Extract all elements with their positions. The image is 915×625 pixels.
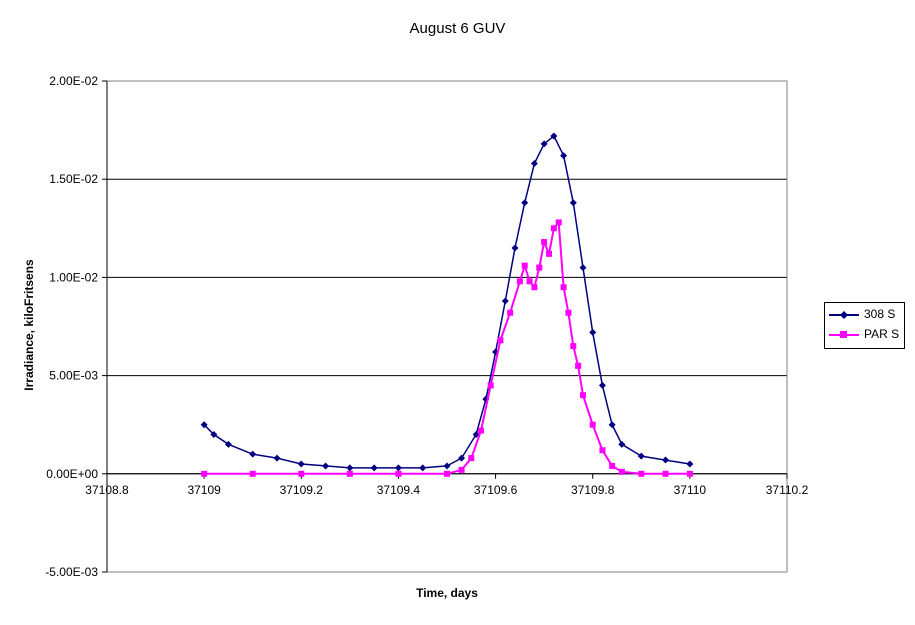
data-point-par-s: [531, 284, 538, 291]
data-marks: [200, 132, 694, 477]
y-tick-label: 1.50E-02: [49, 172, 98, 186]
data-point-par-s: [346, 470, 353, 477]
data-point-par-s: [580, 392, 586, 399]
x-axis-label: Time, days: [416, 586, 478, 600]
data-point-308-s: [297, 460, 305, 468]
series-line-308-s: [203, 134, 691, 469]
data-point-par-s: [589, 421, 596, 428]
x-tick-label: 37109.8: [571, 483, 615, 497]
data-point-308-s: [530, 159, 538, 167]
data-point-par-s: [541, 239, 548, 246]
data-point-308-s: [686, 460, 694, 468]
data-point-par-s: [570, 343, 577, 350]
data-point-308-s: [322, 462, 330, 470]
data-point-308-s: [200, 421, 208, 429]
square-marker-icon: [840, 331, 847, 338]
data-point-par-s: [458, 466, 465, 473]
data-point-par-s: [516, 278, 523, 285]
data-point-par-s: [609, 462, 616, 469]
data-point-308-s: [370, 464, 378, 472]
data-point-308-s: [618, 440, 626, 448]
data-point-par-s: [662, 470, 669, 477]
data-point-308-s: [511, 244, 519, 252]
tick-labels: -5.00E-03 0.00E+00 5.00E-03 1.00E-02 1.50E-0…: [45, 74, 808, 579]
data-point-par-s: [444, 470, 450, 477]
data-point-308-s: [579, 264, 587, 272]
x-tick-label: 37110: [674, 483, 707, 497]
data-point-308-s: [637, 452, 645, 460]
data-point-308-s: [443, 462, 451, 470]
legend-item-par-s: PAR S: [825, 326, 904, 344]
data-point-par-s: [575, 362, 582, 369]
chart-title: August 6 GUV: [409, 20, 506, 37]
data-point-308-s: [419, 464, 427, 472]
x-tick-label: 37108.8: [85, 483, 129, 497]
data-point-par-s: [468, 455, 475, 462]
data-point-308-s: [249, 450, 257, 458]
data-point-par-s: [395, 470, 402, 477]
data-point-par-s: [638, 470, 645, 477]
data-point-par-s: [507, 309, 514, 316]
plot-area: [106, 80, 788, 573]
data-point-308-s: [472, 431, 480, 439]
data-point-par-s: [555, 219, 562, 226]
data-point-308-s: [458, 454, 466, 462]
diamond-marker-icon: [840, 311, 848, 319]
data-point-par-s: [478, 427, 484, 434]
data-point-308-s: [273, 454, 281, 462]
legend-label-308-s: 308 S: [864, 307, 896, 321]
data-point-par-s: [298, 470, 305, 477]
legend-item-308-s: 308 S: [825, 306, 904, 324]
data-point-308-s: [394, 464, 402, 472]
data-point-par-s: [249, 470, 256, 477]
y-axis-label: Irradiance, kiloFritsens: [22, 259, 36, 391]
data-point-308-s: [540, 140, 548, 148]
y-tick-label: -5.00E-03: [45, 565, 98, 579]
data-point-par-s: [599, 447, 606, 454]
data-point-308-s: [662, 456, 670, 464]
y-tick-label: 5.00E-03: [49, 369, 98, 383]
data-point-par-s: [497, 337, 504, 344]
data-point-308-s: [550, 132, 558, 140]
data-point-par-s: [618, 468, 625, 475]
data-point-par-s: [536, 264, 543, 271]
y-tick-label: 0.00E+00: [46, 467, 98, 481]
x-tick-label: 37109.4: [377, 483, 421, 497]
data-point-308-s: [589, 328, 597, 336]
data-point-par-s: [550, 225, 557, 232]
legend: 308 S PAR S: [824, 302, 905, 349]
data-point-308-s: [608, 421, 616, 429]
y-tick-label: 2.00E-02: [49, 74, 98, 88]
x-tick-label: 37109.2: [280, 483, 324, 497]
data-point-par-s: [201, 470, 208, 477]
data-point-par-s: [565, 309, 572, 316]
data-point-par-s: [526, 278, 533, 285]
axes: [102, 80, 788, 573]
y-tick-label: 1.00E-02: [49, 270, 98, 284]
data-point-308-s: [560, 152, 568, 160]
data-point-308-s: [346, 464, 354, 472]
x-tick-label: 37110.2: [766, 483, 809, 497]
data-point-308-s: [598, 381, 606, 389]
data-point-308-s: [210, 431, 218, 439]
x-tick-label: 37109.6: [474, 483, 518, 497]
legend-label-par-s: PAR S: [864, 327, 900, 341]
data-point-308-s: [521, 199, 529, 207]
data-point-308-s: [224, 440, 232, 448]
data-point-par-s: [487, 382, 494, 389]
data-point-par-s: [686, 470, 693, 477]
data-point-par-s: [560, 284, 567, 291]
x-tick-label: 37109: [187, 483, 221, 497]
data-point-par-s: [521, 262, 528, 269]
data-point-308-s: [569, 199, 577, 207]
data-point-308-s: [501, 297, 509, 305]
data-point-par-s: [546, 250, 552, 257]
